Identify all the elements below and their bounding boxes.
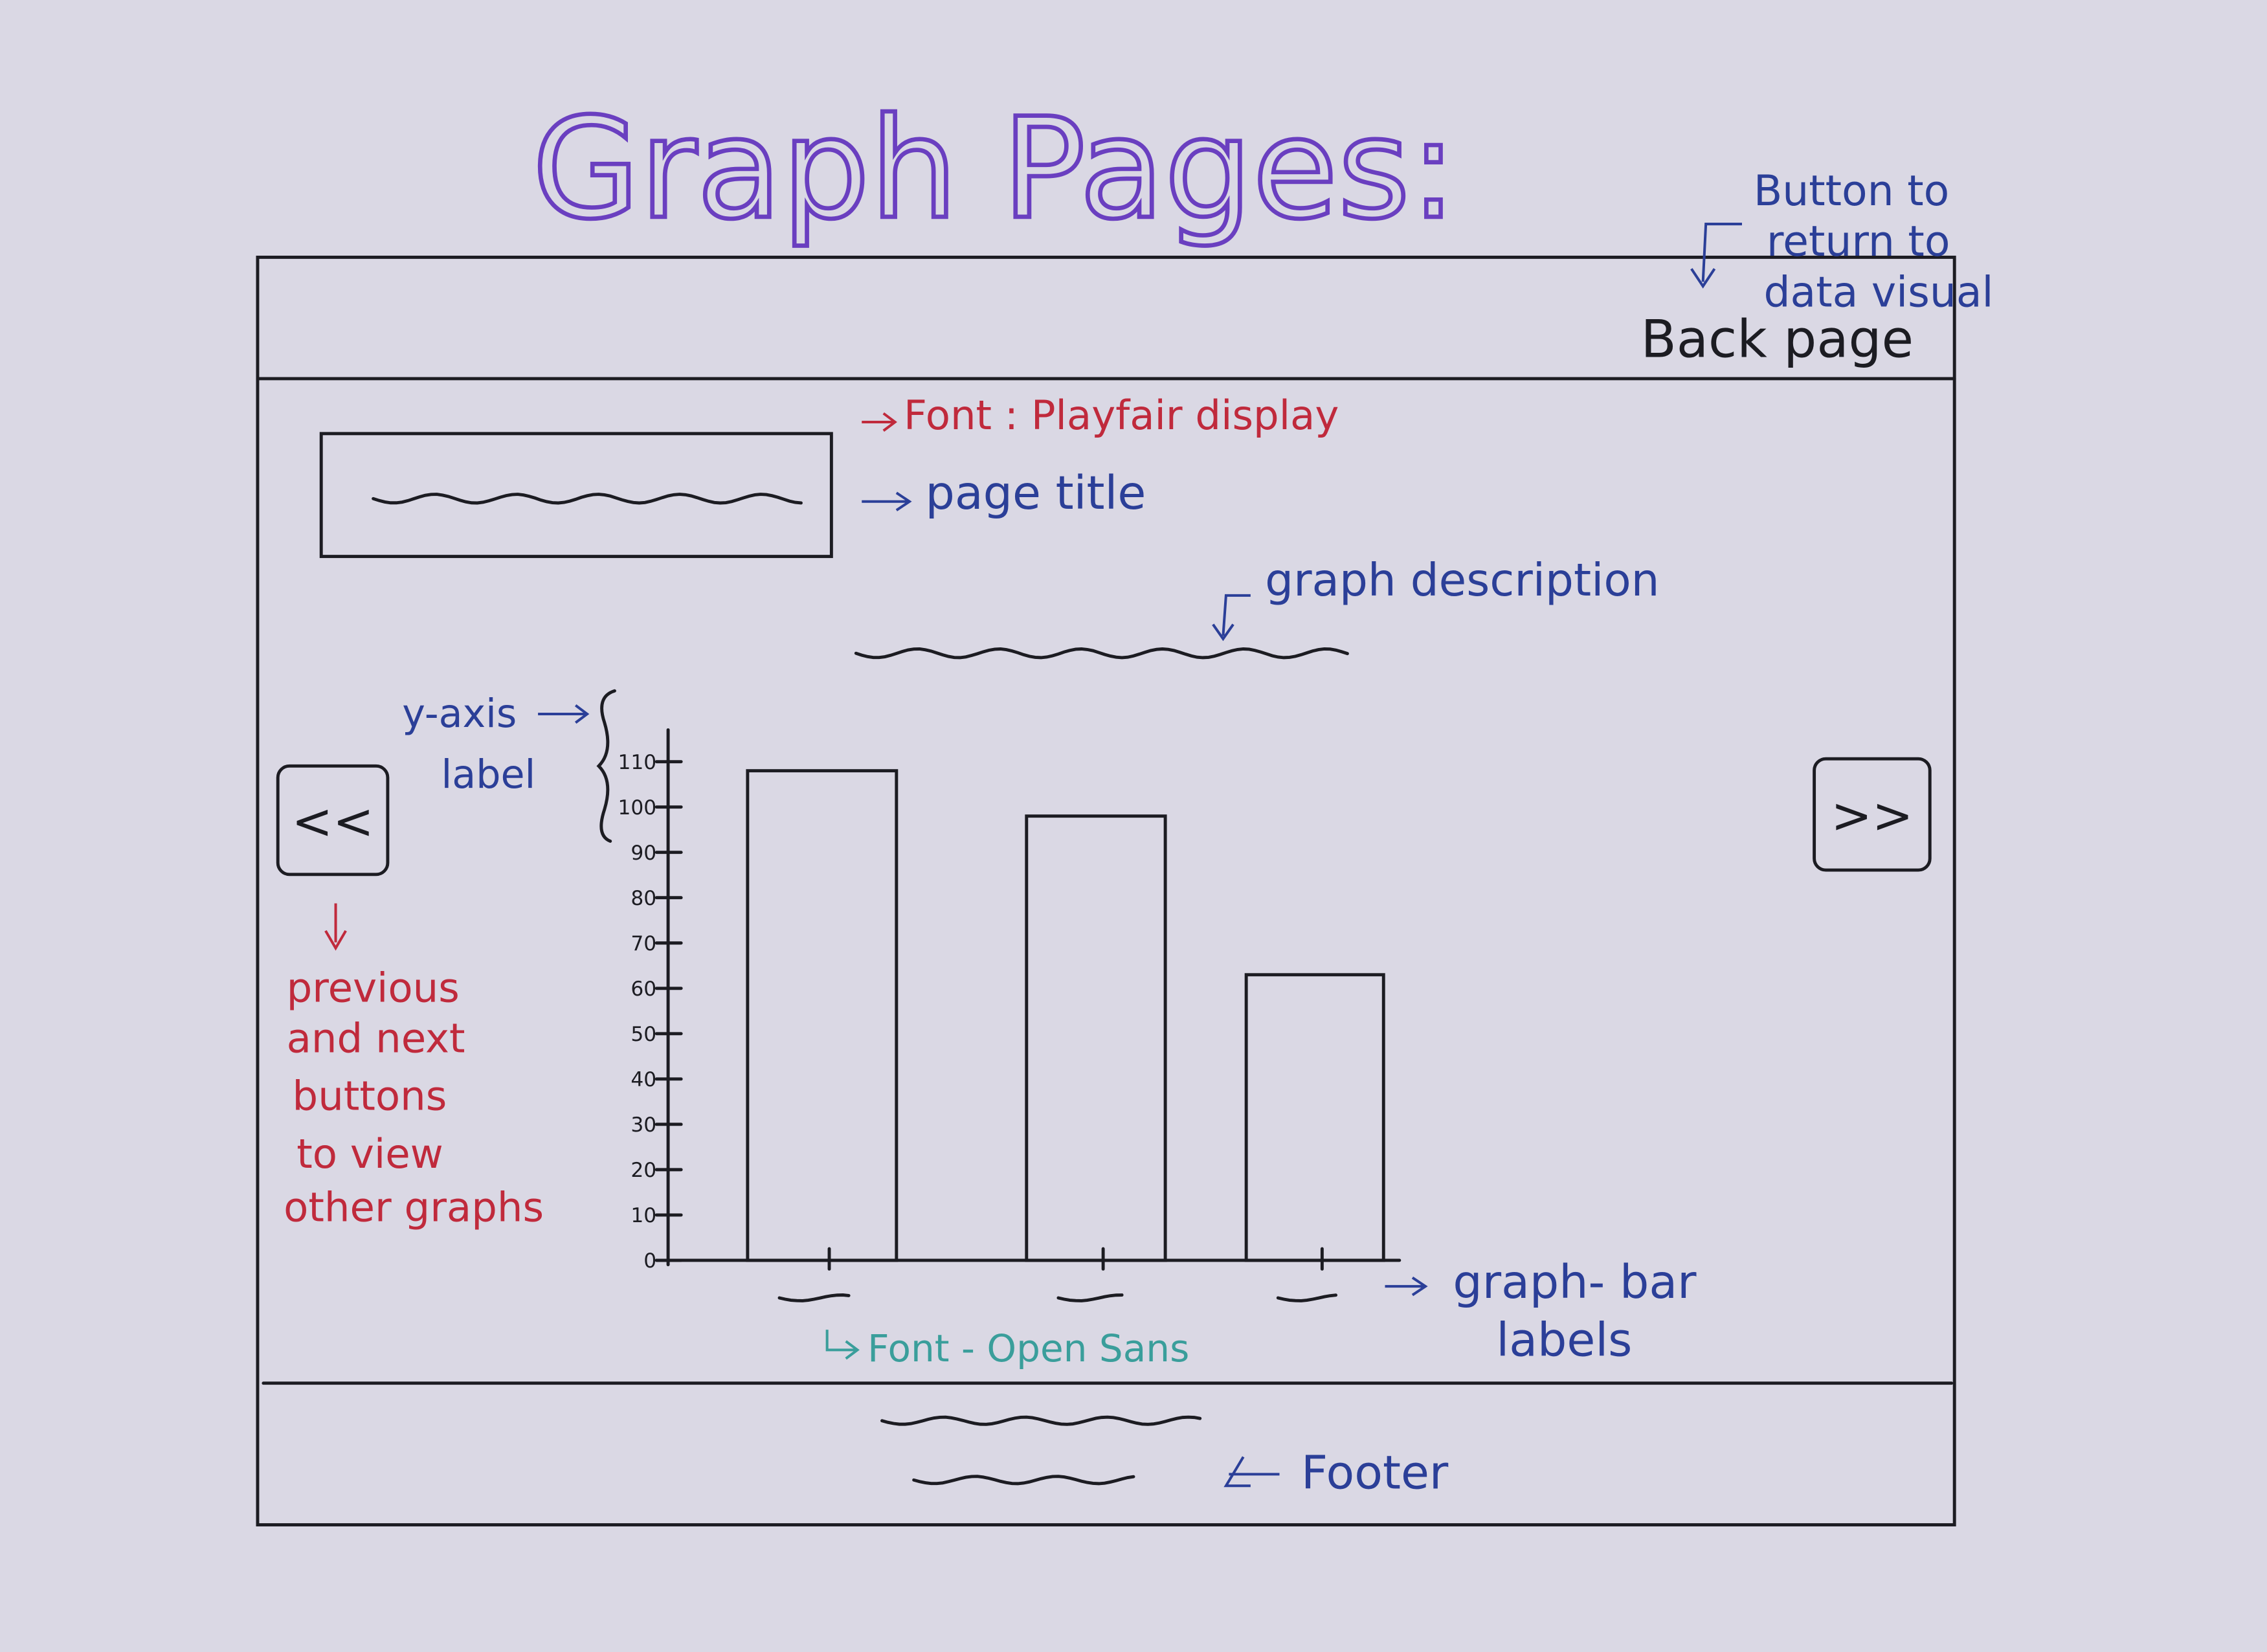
y-tick-label: 90 <box>631 842 656 865</box>
y-tick-label: 110 <box>618 751 657 774</box>
arrow <box>825 1330 860 1360</box>
title-placeholder <box>372 493 803 505</box>
arrow <box>1385 1277 1428 1297</box>
y-tick-label: 0 <box>643 1249 656 1273</box>
nav-note: and next <box>287 1014 465 1062</box>
arrow <box>1690 223 1742 289</box>
font-note: Font : Playfair display <box>904 392 1339 439</box>
nav-note: buttons <box>293 1073 447 1120</box>
brace <box>596 689 616 843</box>
arrow <box>862 491 912 511</box>
arrow <box>324 903 347 951</box>
nav-note: other graphs <box>284 1184 544 1231</box>
footer-placeholder <box>912 1475 1135 1486</box>
back-button[interactable]: Back page <box>1641 308 1914 369</box>
bar-labels-note: graph- bar <box>1453 1255 1697 1309</box>
page-title-note: page title <box>925 466 1146 520</box>
next-button-label[interactable]: >> <box>1831 787 1913 844</box>
next-button[interactable] <box>1813 757 1932 872</box>
y-tick-label: 50 <box>631 1023 656 1046</box>
bar <box>1244 973 1385 1262</box>
y-tick-label: 60 <box>631 977 656 1001</box>
bar-label-placeholder <box>1276 1293 1338 1302</box>
back-annotation: return to <box>1767 218 1950 266</box>
page-title-box <box>319 432 833 559</box>
bar-label-placeholder <box>1056 1293 1124 1302</box>
y-tick-label: 40 <box>631 1068 656 1091</box>
sketch-title: Graph Pages: <box>532 88 1457 250</box>
footer-placeholder <box>880 1415 1202 1426</box>
arrow <box>1212 594 1251 642</box>
y-axis-note: y-axis <box>402 691 517 737</box>
footer-note: Footer <box>1301 1446 1449 1500</box>
previous-button[interactable] <box>276 764 390 876</box>
font-note: Font - Open Sans <box>867 1326 1189 1370</box>
description-placeholder <box>854 647 1349 660</box>
y-tick-label: 80 <box>631 887 656 910</box>
bar-labels-note: labels <box>1496 1313 1632 1367</box>
y-tick-label: 100 <box>618 796 657 820</box>
back-annotation: Button to <box>1754 167 1949 216</box>
bar <box>1025 814 1167 1262</box>
y-axis-note: label <box>441 752 536 798</box>
nav-note: to view <box>296 1130 443 1178</box>
browser-frame <box>256 255 1956 1526</box>
y-tick-label: 20 <box>631 1159 656 1182</box>
bar <box>746 769 899 1262</box>
arrow <box>1223 1456 1280 1488</box>
y-tick-label: 10 <box>631 1204 656 1227</box>
back-annotation: data visual <box>1763 268 1993 317</box>
previous-button-label[interactable]: << <box>291 793 374 850</box>
nav-note: previous <box>287 964 460 1011</box>
description-note: graph description <box>1265 555 1659 607</box>
y-tick-label: 30 <box>631 1113 656 1137</box>
bar-label-placeholder <box>777 1293 851 1302</box>
arrow <box>862 412 897 432</box>
y-tick-label: 70 <box>631 932 656 955</box>
arrow <box>538 704 590 724</box>
